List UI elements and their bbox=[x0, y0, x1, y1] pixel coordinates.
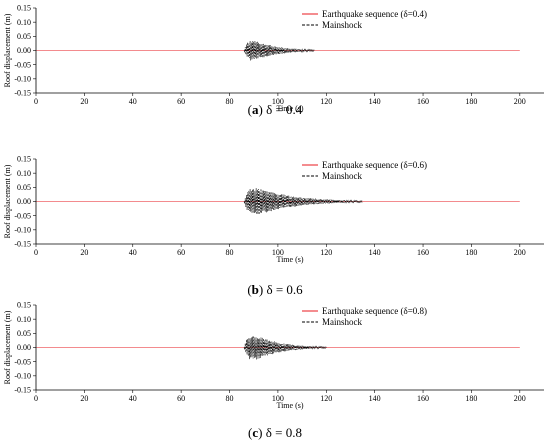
x-tick-label: 120 bbox=[320, 248, 332, 257]
legend-entry: Mainshock bbox=[322, 20, 362, 30]
x-tick-label: 20 bbox=[80, 97, 88, 106]
x-tick-label: 40 bbox=[129, 248, 137, 257]
chart-panel-b: -0.15 -0.10 -0.05 0.00 0.05 0.10 0.15 0 20 40 60 80… bbox=[3, 155, 544, 297]
x-tick-label: 140 bbox=[369, 97, 381, 106]
x-tick-label: 200 bbox=[514, 97, 526, 106]
chart-panel-c: -0.15 -0.10 -0.05 0.00 0.05 0.10 0.15 0 20 40 60 80… bbox=[3, 301, 544, 440]
x-tick-label: 60 bbox=[177, 248, 185, 257]
x-axis-label: Time (s) bbox=[276, 104, 303, 113]
x-tick-label: 80 bbox=[226, 248, 234, 257]
x-tick-label: 160 bbox=[417, 97, 429, 106]
y-tick-label: 0.15 bbox=[17, 301, 31, 310]
y-tick-label: 0.00 bbox=[17, 197, 31, 206]
y-tick-label: -0.10 bbox=[14, 226, 31, 235]
y-axis-label: Roof displacement (m) bbox=[3, 310, 12, 384]
panel-caption: (b) δ = 0.6 bbox=[247, 282, 303, 297]
y-tick-label: 0.10 bbox=[17, 169, 31, 178]
y-tick-label: 0.05 bbox=[17, 183, 31, 192]
y-tick-label: -0.15 bbox=[14, 89, 31, 98]
x-tick-label: 180 bbox=[465, 248, 477, 257]
legend-entry: Earthquake sequence (δ=0.6) bbox=[322, 160, 427, 170]
x-tick-label: 0 bbox=[34, 394, 38, 403]
x-tick-label: 140 bbox=[369, 248, 381, 257]
x-tick-label: 80 bbox=[226, 394, 234, 403]
y-tick-label: 0.00 bbox=[17, 343, 31, 352]
x-tick-label: 80 bbox=[226, 97, 234, 106]
y-tick-label: -0.05 bbox=[14, 357, 31, 366]
y-tick-label: -0.05 bbox=[14, 60, 31, 69]
x-tick-label: 40 bbox=[129, 97, 137, 106]
panel-caption: (c) δ = 0.8 bbox=[248, 425, 302, 440]
legend-entry: Earthquake sequence (δ=0.4) bbox=[322, 9, 427, 19]
x-tick-label: 20 bbox=[80, 248, 88, 257]
y-axis-label: Roof displacement (m) bbox=[3, 164, 12, 238]
x-tick-label: 60 bbox=[177, 97, 185, 106]
chart-panel-a: -0.15 -0.10 -0.05 0.00 0.05 0.10 0.15 0 20 40 60 80… bbox=[3, 4, 544, 117]
series-line-mainshock bbox=[243, 335, 327, 360]
legend-entry: Mainshock bbox=[322, 171, 362, 181]
y-tick-label: -0.15 bbox=[14, 240, 31, 249]
x-tick-label: 20 bbox=[80, 394, 88, 403]
x-tick-label: 200 bbox=[514, 248, 526, 257]
y-tick-label: -0.10 bbox=[14, 75, 31, 84]
x-axis-label: Time (s) bbox=[276, 255, 303, 264]
y-axis-label: Roof displacement (m) bbox=[3, 13, 12, 87]
series-line-mainshock bbox=[243, 188, 363, 215]
x-tick-label: 120 bbox=[320, 394, 332, 403]
x-tick-label: 160 bbox=[417, 394, 429, 403]
y-tick-label: 0.05 bbox=[17, 32, 31, 41]
x-tick-label: 0 bbox=[34, 248, 38, 257]
x-tick-label: 40 bbox=[129, 394, 137, 403]
y-tick-label: 0.15 bbox=[17, 155, 31, 164]
y-tick-label: 0.15 bbox=[17, 4, 31, 13]
x-tick-label: 140 bbox=[369, 394, 381, 403]
x-tick-label: 0 bbox=[34, 97, 38, 106]
y-tick-label: 0.10 bbox=[17, 315, 31, 324]
x-tick-label: 200 bbox=[514, 394, 526, 403]
y-tick-label: -0.05 bbox=[14, 211, 31, 220]
y-tick-label: 0.05 bbox=[17, 329, 31, 338]
x-tick-label: 60 bbox=[177, 394, 185, 403]
x-axis-label: Time (s) bbox=[276, 401, 303, 410]
y-tick-label: 0.00 bbox=[17, 46, 31, 55]
series-line-mainshock bbox=[243, 40, 315, 61]
x-tick-label: 180 bbox=[465, 394, 477, 403]
y-tick-label: -0.15 bbox=[14, 386, 31, 395]
x-tick-label: 160 bbox=[417, 248, 429, 257]
x-tick-label: 100 bbox=[272, 394, 284, 403]
x-tick-label: 100 bbox=[272, 248, 284, 257]
legend-entry: Mainshock bbox=[322, 317, 362, 327]
x-tick-label: 180 bbox=[465, 97, 477, 106]
y-tick-label: 0.10 bbox=[17, 18, 31, 27]
panel-caption: (a) δ = 0.4 bbox=[248, 102, 303, 117]
legend-entry: Earthquake sequence (δ=0.8) bbox=[322, 306, 427, 316]
y-tick-label: -0.10 bbox=[14, 372, 31, 381]
x-tick-label: 100 bbox=[272, 97, 284, 106]
x-tick-label: 120 bbox=[320, 97, 332, 106]
